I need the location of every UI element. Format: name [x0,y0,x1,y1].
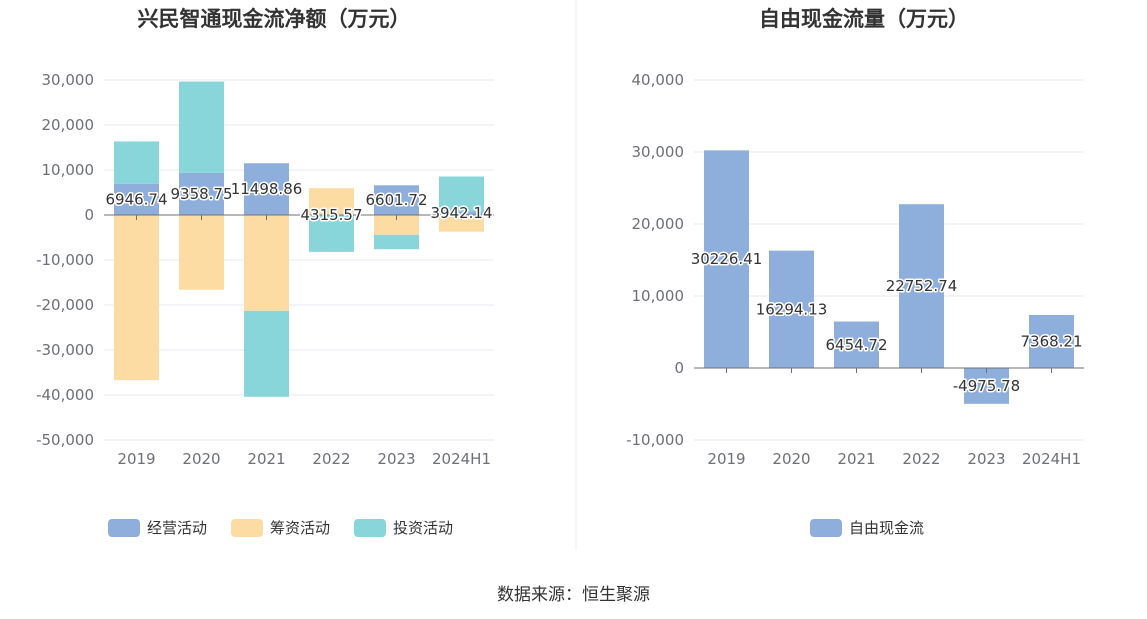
y-tick-label: -30,000 [36,341,94,359]
legend-swatch [231,519,263,537]
y-tick-label: 30,000 [632,143,685,161]
data-label: 6454.72 [825,336,887,354]
bar-fcf-2020 [769,250,814,368]
x-tick-label: 2021 [247,450,285,468]
y-tick-label: -50,000 [36,431,94,449]
y-tick-label: -10,000 [36,251,94,269]
data-label: 7368.21 [1020,332,1082,350]
y-tick-label: -10,000 [626,431,684,449]
free-cashflow-x-labels: 2019 2020 2021 2022 2023 2024H1 [707,450,1081,468]
bar-net-2021 [244,163,289,215]
legend-label: 筹资活动 [270,519,330,537]
legend-swatch [810,519,842,537]
x-tick-label: 2022 [312,450,350,468]
bar-fcf-2022 [899,204,944,368]
y-tick-label: -40,000 [36,386,94,404]
legend-swatch [354,519,386,537]
legend-label: 投资活动 [393,519,453,537]
bar-fcf-2024h1 [1029,314,1074,368]
y-tick-label: -20,000 [36,296,94,314]
cashflow-net-legend: 经营活动 筹资活动 投资活动 [108,519,453,537]
bar-net-2023 [374,185,419,215]
cashflow-net-x-axis [104,214,494,220]
bar-fcf-2019 [704,150,749,368]
free-cashflow-x-axis [694,367,1084,373]
data-label: -4975.78 [953,377,1020,395]
legend-label: 经营活动 [147,519,207,537]
y-tick-label: 30,000 [42,71,95,89]
data-label: 6946.74 [105,190,167,208]
bar-net-2020 [179,81,224,173]
x-tick-label: 2021 [837,450,875,468]
data-label: 11498.86 [231,180,303,198]
bar-net-2019 [114,183,159,215]
bar-net-2022 [309,188,354,215]
x-tick-label: 2023 [377,450,415,468]
cashflow-net-chart: 兴民智通现金流净额（万元） 30,000 20,000 10,000 0 -10,000… [36,7,494,537]
y-tick-label: 0 [674,359,684,377]
legend-swatch [108,519,140,537]
free-cashflow-data-labels: 30226.41 16294.13 6454.72 22752.74 -4975.78 7… [689,249,1084,397]
charts-svg: 兴民智通现金流净额（万元） 30,000 20,000 10,000 0 -10,000… [36,0,1084,550]
bar-net-2024h1 [439,176,484,212]
bar-net-2021 [244,215,289,311]
legend-label: 自由现金流 [849,519,924,537]
legend-item[interactable]: 经营活动 [108,519,207,537]
legend-item[interactable]: 筹资活动 [231,519,330,537]
bar-net-2024h1 [439,211,484,215]
bar-fcf-2021 [834,321,879,368]
bar-net-2023 [374,215,419,235]
y-tick-label: 10,000 [632,287,685,305]
data-label: 30226.41 [691,250,763,268]
bar-net-2019 [114,141,159,184]
cashflow-net-bars [114,81,484,397]
free-cashflow-chart: 自由现金流量（万元） 40,000 30,000 20,000 10,000 0 -10,… [626,7,1084,537]
x-tick-label: 2019 [117,450,155,468]
cashflow-net-gridlines [104,79,494,441]
x-tick-label: 2024H1 [432,450,491,468]
data-label: 9358.75 [170,185,232,203]
x-tick-label: 2022 [902,450,940,468]
x-tick-label: 2020 [182,450,220,468]
x-tick-label: 2023 [967,450,1005,468]
bar-net-2020 [179,215,224,290]
bar-net-2021 [244,310,289,397]
free-cashflow-bars [704,150,1074,404]
bar-net-2019 [114,215,159,381]
legend-item[interactable]: 投资活动 [354,519,453,537]
bar-fcf-2023 [964,368,1009,404]
data-label: 4315.57 [300,206,362,224]
data-label: 22752.74 [886,277,958,295]
bar-net-2023 [374,234,419,250]
cashflow-net-y-axis: 30,000 20,000 10,000 0 -10,000 -20,000 -30,000… [36,71,94,449]
free-cashflow-title: 自由现金流量（万元） [759,7,969,31]
y-tick-label: 20,000 [42,116,95,134]
cashflow-net-x-labels: 2019 2020 2021 2022 2023 2024H1 [117,450,491,468]
y-tick-label: 10,000 [42,161,95,179]
cashflow-net-title: 兴民智通现金流净额（万元） [138,7,411,31]
x-tick-label: 2019 [707,450,745,468]
data-label: 6601.72 [365,191,427,209]
legend-item[interactable]: 自由现金流 [810,519,924,537]
x-tick-label: 2020 [772,450,810,468]
y-tick-label: 40,000 [632,71,685,89]
bar-net-2024h1 [439,215,484,232]
bar-net-2020 [179,172,224,215]
free-cashflow-y-axis: 40,000 30,000 20,000 10,000 0 -10,000 [626,71,684,449]
data-source-note: 数据来源：恒生聚源 [497,585,650,605]
bar-net-2022 [309,215,354,252]
y-tick-label: 0 [84,206,94,224]
free-cashflow-legend: 自由现金流 [810,519,924,537]
data-label: 16294.13 [756,300,828,318]
data-label: 3942.14 [430,204,492,222]
y-tick-label: 20,000 [632,215,685,233]
free-cashflow-gridlines [694,79,1084,441]
x-tick-label: 2024H1 [1022,450,1081,468]
